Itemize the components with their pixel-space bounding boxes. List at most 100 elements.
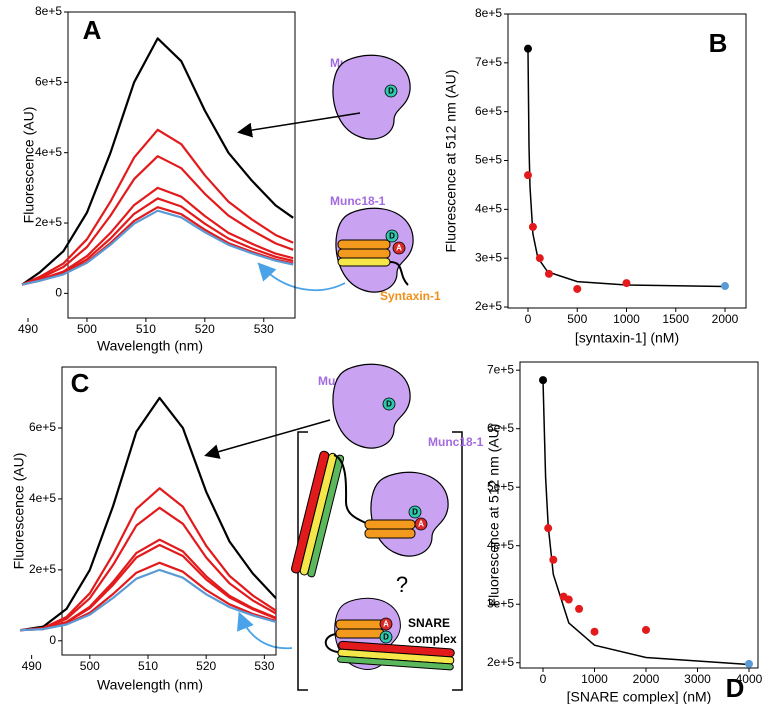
y-tick-label: 4e+5 (29, 491, 56, 505)
diagram-a-bottom: Munc18-1 D A Syntaxin-1 (257, 194, 441, 303)
domain-marker (408, 505, 422, 519)
y-tick-label: 6e+5 (475, 104, 502, 118)
diagram-c-bracket: Munc18-1 D A ? A D SNARE complex (237, 431, 484, 691)
y-tick-label: 4e+5 (487, 538, 514, 552)
y-axis-title: Fluorescence at 512 nm (AU) (443, 70, 459, 253)
diagram-c-top: Munc18-1 D (204, 363, 411, 459)
domain-marker (385, 229, 399, 243)
x-tick-label: 0 (540, 672, 547, 686)
data-point (544, 269, 553, 278)
x-tick-label: 510 (136, 322, 156, 336)
arrow (237, 112, 361, 138)
y-axis-title: Fluorescence (AU) (11, 453, 27, 570)
x-tick-label: 500 (567, 312, 587, 326)
panel-letter: C (71, 368, 90, 398)
spectrum-line (21, 155, 294, 286)
domain-marker (414, 517, 428, 531)
spectrum-line (20, 506, 276, 632)
domain-marker (392, 241, 406, 255)
y-tick-label: 5e+5 (487, 479, 514, 493)
domain-marker (379, 617, 393, 631)
data-point (523, 44, 532, 53)
spectrum-line (20, 543, 276, 632)
helix (337, 257, 391, 267)
data-point (528, 222, 537, 231)
domain-label: D (389, 232, 395, 241)
panel-letter: A (83, 15, 102, 45)
x-tick-label: 520 (196, 659, 216, 673)
domain-marker (379, 630, 393, 644)
spectrum-line (21, 209, 294, 286)
helix (337, 239, 391, 250)
spectrum-line (21, 186, 294, 286)
complex-label: complex (408, 632, 457, 646)
x-tick-label: 500 (77, 322, 97, 336)
spectrum-line (20, 568, 276, 632)
y-tick-label: 6e+5 (29, 420, 56, 434)
helix (335, 628, 385, 639)
x-tick-label: 510 (138, 659, 158, 673)
spectrum-line (21, 37, 294, 286)
y-tick-label: 0 (49, 633, 56, 647)
data-point (564, 595, 573, 604)
data-point (721, 282, 730, 291)
x-tick-label: 490 (18, 322, 38, 336)
y-tick-label: 2e+5 (475, 299, 502, 313)
x-tick-label: 530 (254, 322, 274, 336)
partner-label: Syntaxin-1 (380, 289, 441, 303)
data-point (539, 376, 548, 385)
linker (333, 454, 369, 525)
x-axis-title: [SNARE complex] (nM) (567, 689, 712, 704)
linker (389, 261, 409, 286)
data-point (535, 254, 544, 263)
arrow (237, 611, 293, 650)
domain-label: D (386, 400, 392, 409)
munc18-shape (332, 363, 411, 449)
x-tick-label: 4000 (736, 672, 763, 686)
y-tick-label: 2e+5 (35, 215, 62, 229)
y-tick-label: 3e+5 (475, 250, 502, 264)
domain-marker (382, 397, 396, 411)
domain-label: D (383, 633, 389, 642)
complex-label: SNARE (408, 616, 450, 630)
spectrum-line (20, 487, 276, 632)
domain-label: A (396, 244, 402, 253)
arrow (204, 419, 331, 459)
protein-label: Munc18-1 (428, 435, 484, 449)
plot-frame (519, 361, 759, 669)
snare-bundle (337, 640, 455, 671)
protein-label: Munc18-1 (330, 194, 386, 208)
helix (364, 528, 416, 539)
y-tick-label: 6e+5 (35, 75, 62, 89)
y-tick-label: 7e+5 (487, 362, 514, 376)
y-tick-label: 8e+5 (35, 4, 62, 18)
y-tick-label: 6e+5 (487, 421, 514, 435)
y-tick-label: 8e+5 (475, 6, 502, 20)
domain-label: D (412, 508, 418, 517)
data-point (575, 604, 584, 613)
y-tick-label: 5e+5 (475, 153, 502, 167)
x-tick-label: 1000 (613, 312, 640, 326)
y-tick-label: 4e+5 (35, 145, 62, 159)
panel-letter: D (726, 673, 745, 703)
domain-marker (384, 84, 398, 98)
helix (337, 248, 391, 259)
spectrum-line (20, 396, 276, 632)
linker (324, 633, 339, 653)
arrow (257, 262, 346, 292)
x-tick-label: 490 (22, 659, 42, 673)
data-point (573, 284, 582, 293)
plot-frame (507, 13, 747, 309)
x-axis-title: Wavelength (nm) (97, 338, 203, 354)
helix (335, 619, 385, 630)
data-point (590, 627, 599, 636)
y-tick-label: 3e+5 (487, 596, 514, 610)
y-tick-label: 4e+5 (475, 202, 502, 216)
x-axis-title: [syntaxin-1] (nM) (575, 330, 679, 346)
diagram-a-top: Munc18-1 D (237, 54, 411, 140)
munc18-shape (332, 54, 411, 140)
y-tick-label: 2e+5 (487, 655, 514, 669)
data-point (523, 171, 532, 180)
spectrum-line (21, 128, 294, 286)
